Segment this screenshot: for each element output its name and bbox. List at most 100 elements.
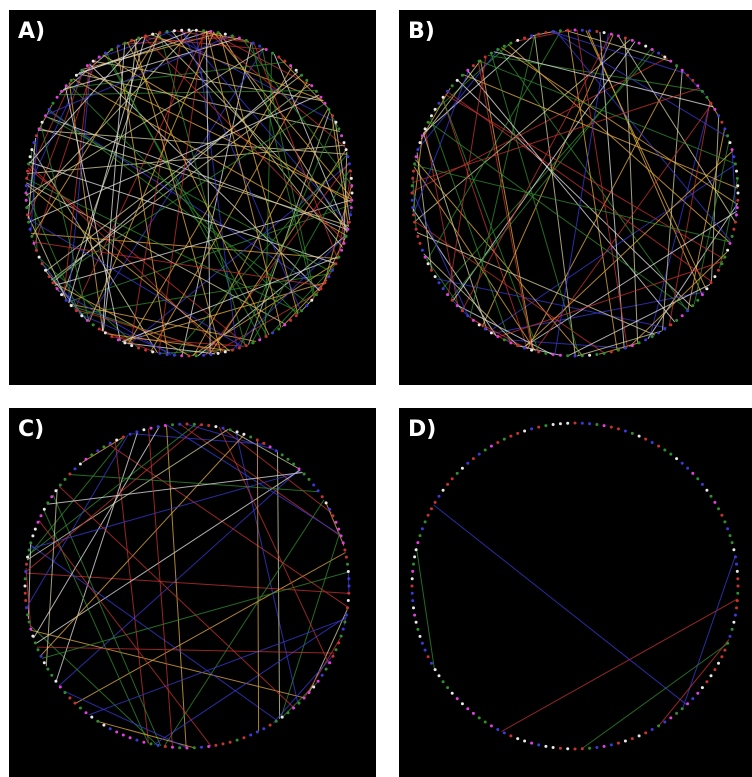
- network-link: [34, 59, 97, 245]
- network-node: [736, 198, 740, 202]
- network-node: [433, 275, 437, 279]
- network-link: [501, 598, 738, 732]
- network-node: [595, 30, 599, 33]
- network-node: [28, 227, 32, 231]
- network-node: [319, 95, 323, 99]
- network-node: [63, 691, 67, 695]
- network-link: [99, 329, 157, 354]
- network-link: [273, 53, 348, 232]
- network-link: [205, 30, 346, 148]
- network-node: [700, 293, 704, 297]
- network-node: [735, 176, 739, 180]
- network-node: [27, 220, 31, 224]
- network-node: [26, 213, 29, 217]
- network-node: [178, 746, 182, 750]
- network-node: [609, 743, 613, 747]
- network-node: [350, 184, 354, 188]
- panel-label-b: B): [408, 19, 435, 44]
- network-node: [36, 648, 40, 652]
- network-node: [430, 268, 433, 272]
- network-node: [696, 477, 700, 481]
- network-node: [289, 318, 293, 322]
- network-node: [423, 520, 427, 524]
- network-node: [180, 354, 184, 358]
- network-link: [668, 101, 711, 327]
- network-node: [705, 287, 709, 291]
- network-node: [650, 728, 654, 731]
- network-link: [25, 67, 85, 193]
- network-node: [209, 30, 213, 33]
- network-link: [682, 555, 736, 709]
- network-node: [137, 36, 141, 40]
- network-link: [649, 101, 711, 339]
- network-link: [414, 164, 731, 243]
- network-node: [477, 323, 481, 327]
- network-node: [509, 41, 513, 45]
- network-link: [129, 30, 184, 346]
- network-node: [433, 500, 437, 504]
- network-node: [149, 742, 153, 746]
- network-node: [644, 437, 648, 441]
- network-node: [720, 120, 724, 124]
- network-node: [726, 134, 730, 138]
- network-link: [51, 102, 326, 282]
- network-node: [185, 746, 189, 750]
- network-link: [54, 199, 353, 286]
- network-node: [551, 746, 555, 749]
- network-node: [165, 30, 169, 33]
- network-node: [165, 353, 169, 356]
- network-node: [588, 746, 592, 750]
- network-node: [262, 441, 266, 445]
- network-node: [595, 746, 599, 749]
- network-node: [103, 331, 107, 335]
- network-node: [78, 462, 82, 466]
- network-node: [516, 344, 520, 348]
- network-link: [629, 251, 728, 347]
- network-node: [347, 591, 351, 595]
- network-node: [558, 422, 562, 426]
- network-node: [305, 78, 309, 82]
- network-link: [74, 308, 220, 354]
- network-node: [346, 599, 350, 602]
- network-node: [566, 747, 570, 751]
- network-link: [45, 35, 232, 116]
- network-link: [33, 241, 323, 287]
- network-node: [223, 32, 227, 36]
- network-node: [430, 661, 433, 665]
- network-link: [55, 431, 139, 682]
- network-link: [26, 78, 73, 179]
- network-node: [337, 127, 341, 131]
- network-diagram-b: [410, 28, 740, 358]
- network-node: [420, 248, 424, 252]
- network-node: [412, 169, 415, 173]
- network-link: [256, 440, 260, 732]
- network-link: [36, 646, 335, 654]
- network-node: [416, 627, 420, 631]
- network-node: [29, 541, 33, 545]
- network-node: [430, 114, 433, 118]
- network-node: [588, 29, 592, 33]
- network-node: [544, 31, 548, 35]
- network-node: [331, 514, 335, 518]
- network-node: [675, 64, 679, 68]
- network-node: [341, 627, 345, 631]
- network-link: [58, 289, 172, 356]
- network-node: [410, 184, 414, 188]
- network-node: [26, 613, 30, 617]
- network-link: [250, 168, 351, 345]
- network-link: [93, 60, 324, 102]
- network-link: [159, 32, 246, 347]
- network-node: [156, 743, 160, 747]
- network-node: [300, 73, 304, 77]
- network-node: [446, 89, 450, 93]
- network-node: [423, 648, 427, 652]
- network-node: [334, 262, 338, 266]
- network-node: [730, 148, 734, 152]
- network-link: [576, 330, 662, 357]
- network-link: [45, 115, 332, 273]
- network-node: [178, 422, 182, 426]
- network-node: [450, 298, 454, 302]
- network-node: [696, 84, 700, 88]
- network-node: [418, 241, 422, 245]
- network-node: [735, 599, 739, 603]
